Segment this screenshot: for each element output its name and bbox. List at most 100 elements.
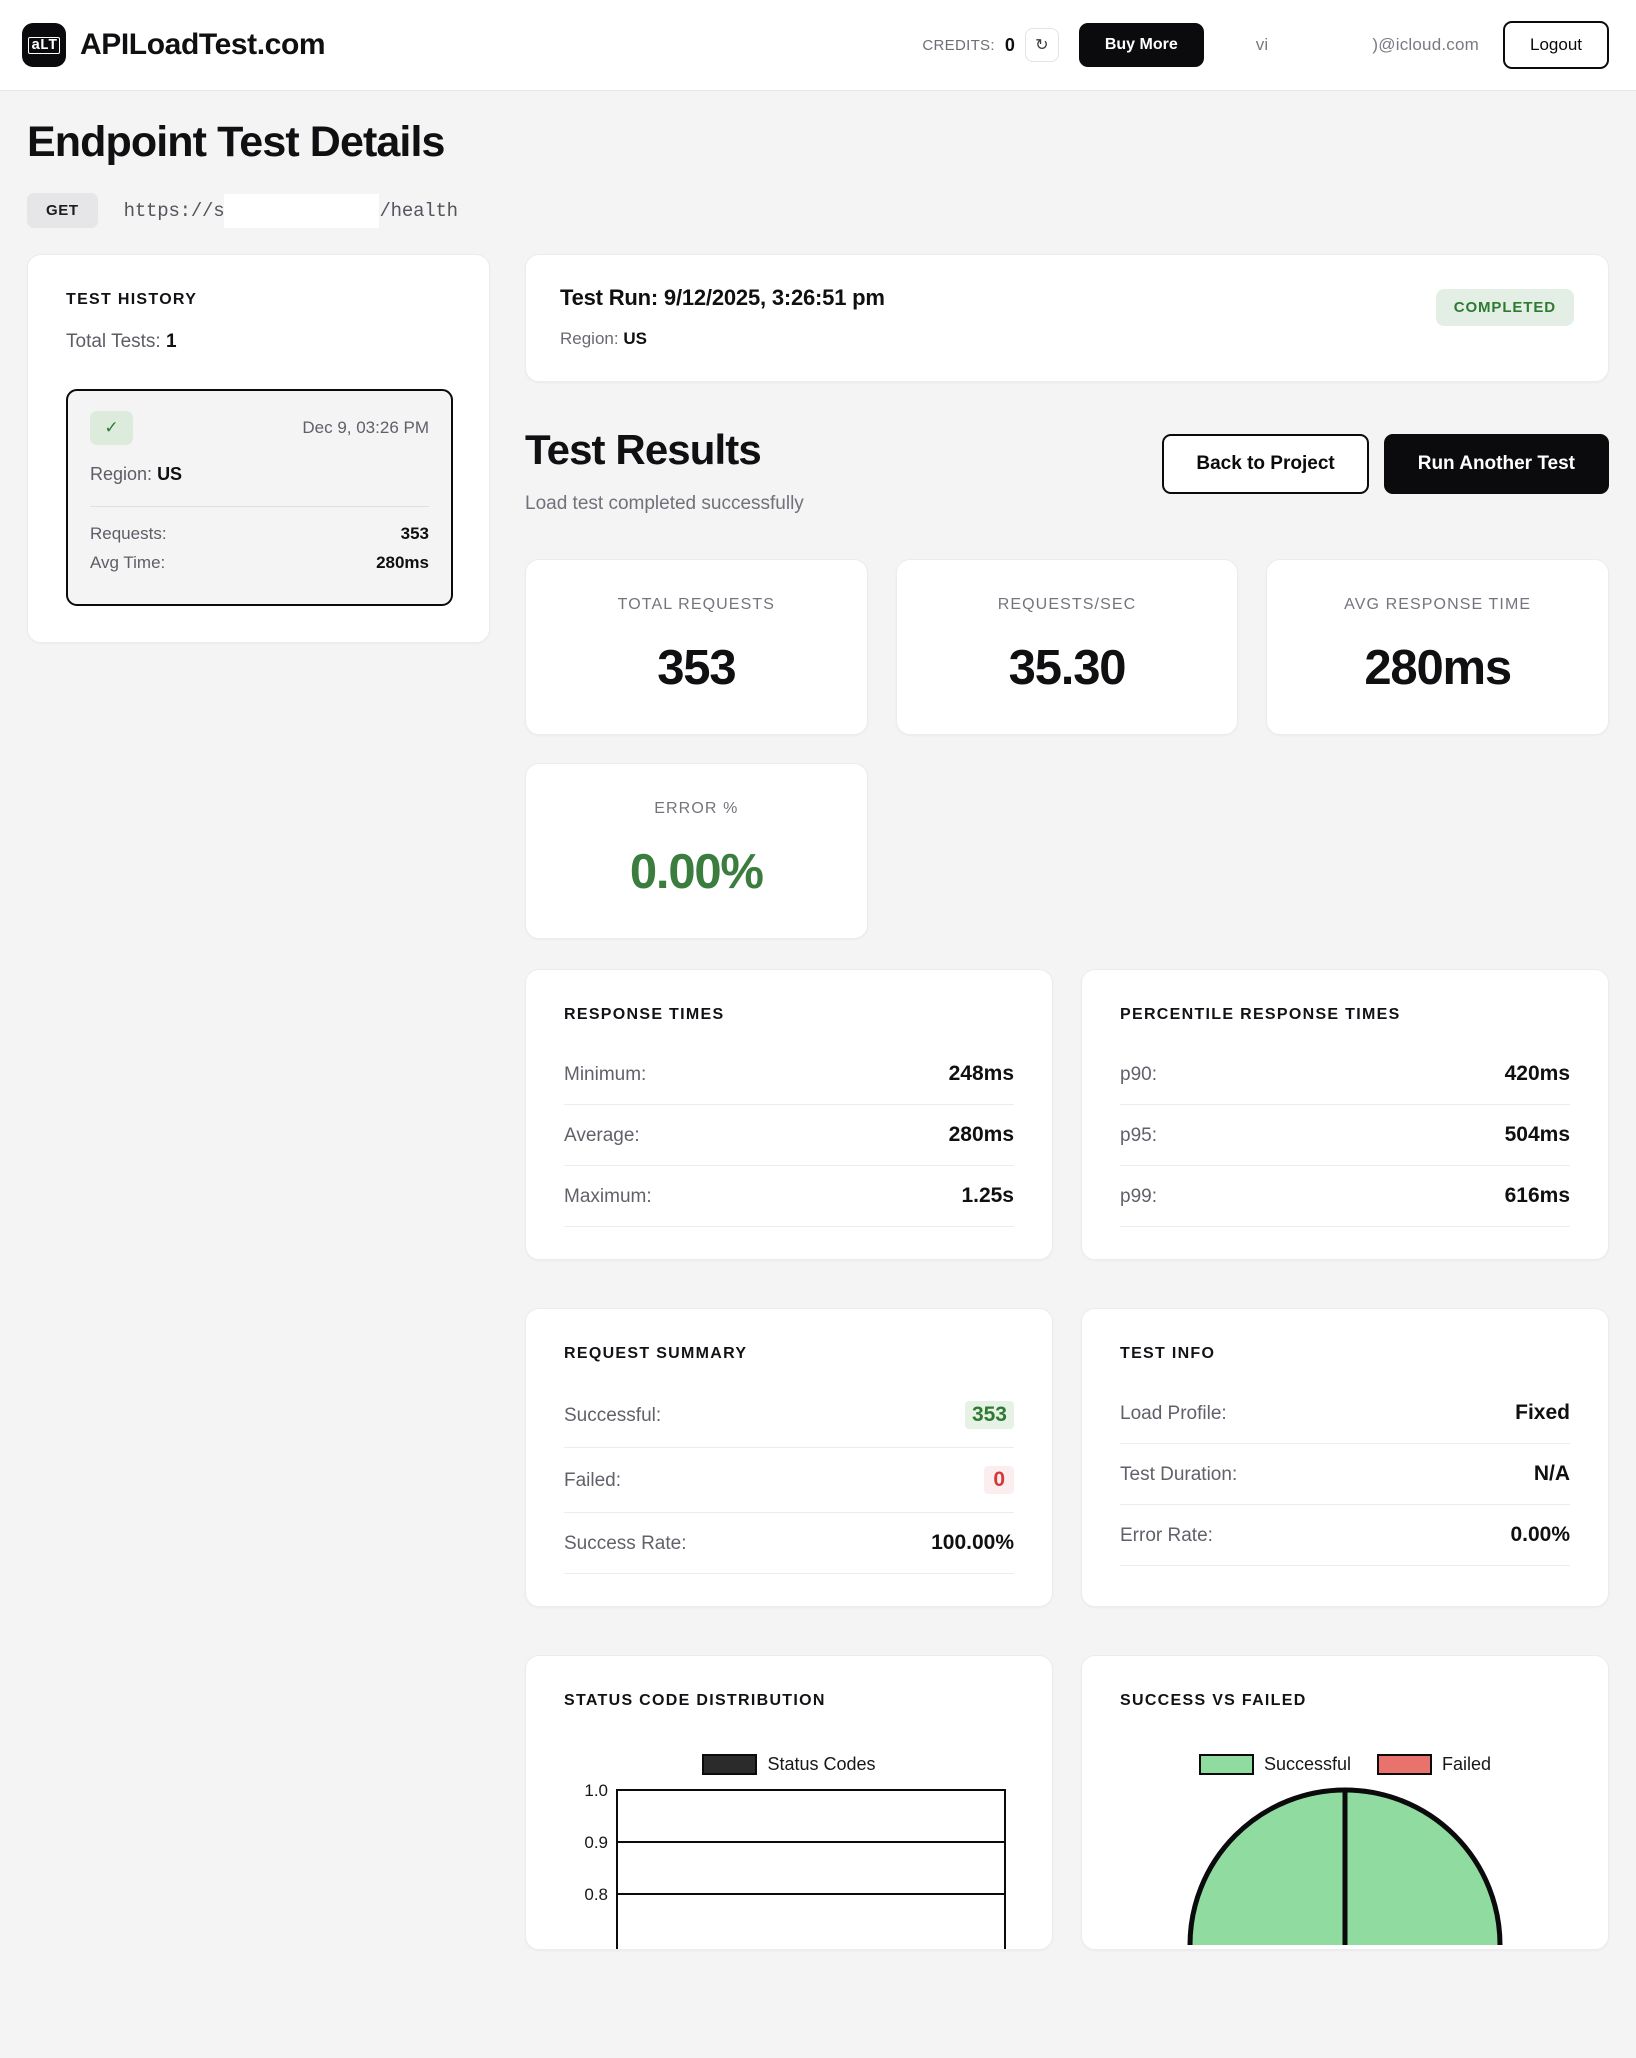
pie-chart-svg bbox=[1187, 1787, 1503, 1946]
kv-key: Load Profile: bbox=[1120, 1403, 1227, 1425]
response-time-cards: RESPONSE TIMES Minimum: 248ms Average: 2… bbox=[525, 969, 1609, 1261]
kv-key: p90: bbox=[1120, 1064, 1157, 1086]
kv-key: Successful: bbox=[564, 1405, 662, 1427]
kv-value: 420ms bbox=[1504, 1062, 1570, 1086]
plot-grid bbox=[616, 1789, 1006, 1950]
success-failed-chart-legend: Successful Failed bbox=[1120, 1754, 1570, 1776]
response-times-card: RESPONSE TIMES Minimum: 248ms Average: 2… bbox=[525, 969, 1053, 1261]
history-avgtime-label: Avg Time: bbox=[90, 553, 166, 573]
brand[interactable]: aLT APILoadTest.com bbox=[22, 23, 326, 67]
kv-value: 1.25s bbox=[961, 1184, 1014, 1208]
history-item-date: Dec 9, 03:26 PM bbox=[302, 418, 429, 438]
kv-row: p90: 420ms bbox=[1120, 1062, 1570, 1106]
user-email-suffix: )@icloud.com bbox=[1372, 35, 1479, 54]
metric-value: 353 bbox=[657, 641, 736, 696]
history-item-region-value: US bbox=[157, 464, 183, 485]
kv-row: Average: 280ms bbox=[564, 1123, 1014, 1167]
metric-label: ERROR % bbox=[654, 800, 739, 818]
kv-row: Success Rate: 100.00% bbox=[564, 1531, 1014, 1575]
metric-cards-row: TOTAL REQUESTS 353 REQUESTS/SEC 35.30 AV… bbox=[525, 559, 1609, 736]
endpoint-url-redaction bbox=[224, 193, 380, 228]
history-avgtime-value: 280ms bbox=[376, 553, 429, 573]
main-content: TEST HISTORY Total Tests: 1 ✓ Dec 9, 03:… bbox=[0, 228, 1636, 1951]
credits-label: CREDITS: bbox=[922, 36, 995, 54]
kv-key: Success Rate: bbox=[564, 1533, 687, 1555]
legend-label: Successful bbox=[1263, 1754, 1351, 1775]
run-another-test-button[interactable]: Run Another Test bbox=[1383, 434, 1609, 495]
kv-value: 0 bbox=[984, 1466, 1014, 1495]
request-summary-title: REQUEST SUMMARY bbox=[564, 1345, 748, 1363]
page-header: Endpoint Test Details GET https://s/heal… bbox=[0, 91, 1636, 229]
kv-key: Failed: bbox=[564, 1470, 622, 1492]
back-to-project-button[interactable]: Back to Project bbox=[1162, 434, 1369, 495]
metric-card-avg-response-time: AVG RESPONSE TIME 280ms bbox=[1266, 559, 1609, 736]
test-history-card: TEST HISTORY Total Tests: 1 ✓ Dec 9, 03:… bbox=[27, 254, 490, 644]
gridline bbox=[618, 1893, 1004, 1896]
legend-swatch-icon bbox=[1377, 1754, 1432, 1776]
metric-card-total-requests: TOTAL REQUESTS 353 bbox=[525, 559, 868, 736]
test-results-header: Test Results Load test completed success… bbox=[525, 428, 1609, 515]
status-code-chart-legend: Status Codes bbox=[564, 1754, 1014, 1776]
kv-value: 280ms bbox=[948, 1123, 1014, 1147]
user-email: vi )@icloud.com bbox=[1256, 34, 1479, 56]
logout-button[interactable]: Logout bbox=[1503, 21, 1609, 69]
history-item-top: ✓ Dec 9, 03:26 PM bbox=[90, 411, 429, 446]
metric-label: TOTAL REQUESTS bbox=[617, 596, 775, 614]
legend-item: Successful bbox=[1198, 1754, 1351, 1776]
right-column: Test Run: 9/12/2025, 3:26:51 pm Region: … bbox=[525, 254, 1609, 1951]
percentiles-title: PERCENTILE RESPONSE TIMES bbox=[1120, 1006, 1401, 1024]
endpoint-url-suffix: /health bbox=[379, 199, 458, 222]
test-history-item[interactable]: ✓ Dec 9, 03:26 PM Region: US Requests: 3… bbox=[66, 389, 453, 607]
test-run-region-value: US bbox=[623, 329, 647, 349]
credits-group: CREDITS: 0 ↻ bbox=[922, 28, 1059, 62]
success-vs-failed-card: SUCCESS VS FAILED Successful Failed bbox=[1081, 1655, 1609, 1951]
history-requests-value: 353 bbox=[400, 524, 429, 544]
legend-item: Failed bbox=[1377, 1754, 1491, 1776]
kv-value: 0.00% bbox=[1510, 1523, 1570, 1547]
history-requests-label: Requests: bbox=[90, 524, 167, 544]
test-results-title: Test Results bbox=[525, 426, 762, 474]
kv-row: Successful: 353 bbox=[564, 1401, 1014, 1449]
metric-card-requests-per-sec: REQUESTS/SEC 35.30 bbox=[895, 559, 1239, 736]
total-tests-value: 1 bbox=[165, 331, 177, 353]
test-info-title: TEST INFO bbox=[1120, 1345, 1216, 1363]
buy-more-button[interactable]: Buy More bbox=[1078, 23, 1204, 67]
kv-value: 504ms bbox=[1504, 1123, 1570, 1147]
kv-key: Minimum: bbox=[564, 1064, 647, 1086]
history-item-stat-row: Requests: 353 bbox=[90, 524, 429, 544]
credits-value: 0 bbox=[1004, 34, 1015, 55]
percentiles-list: p90: 420ms p95: 504ms p99: 616ms bbox=[1120, 1062, 1570, 1228]
legend-swatch-icon bbox=[1198, 1754, 1254, 1776]
history-item-region-label: Region: bbox=[90, 464, 153, 485]
kv-row: p99: 616ms bbox=[1120, 1184, 1570, 1228]
kv-row: Minimum: 248ms bbox=[564, 1062, 1014, 1106]
test-results-heading-group: Test Results Load test completed success… bbox=[525, 428, 804, 515]
success-failed-chart-title: SUCCESS VS FAILED bbox=[1120, 1692, 1307, 1710]
kv-row: Test Duration: N/A bbox=[1120, 1462, 1570, 1506]
kv-value: N/A bbox=[1533, 1462, 1570, 1486]
request-summary-list: Successful: 353 Failed: 0 Success Rate: … bbox=[564, 1401, 1014, 1575]
y-tick-label: 0.8 bbox=[584, 1885, 608, 1905]
kv-row: p95: 504ms bbox=[1120, 1123, 1570, 1167]
kv-row: Error Rate: 0.00% bbox=[1120, 1523, 1570, 1567]
success-failed-pie bbox=[1120, 1785, 1570, 1946]
header-right-cluster: CREDITS: 0 ↻ Buy More vi )@icloud.com Lo… bbox=[922, 21, 1609, 69]
test-run-region-label: Region: bbox=[560, 329, 619, 349]
kv-key: Error Rate: bbox=[1120, 1525, 1213, 1547]
test-run-banner: Test Run: 9/12/2025, 3:26:51 pm Region: … bbox=[525, 254, 1609, 383]
summary-cards: REQUEST SUMMARY Successful: 353 Failed: … bbox=[525, 1308, 1609, 1608]
endpoint-url: https://s/health bbox=[123, 193, 458, 228]
kv-value: 248ms bbox=[948, 1062, 1014, 1086]
refresh-credits-icon[interactable]: ↻ bbox=[1024, 28, 1059, 62]
metric-value: 280ms bbox=[1364, 641, 1512, 696]
metric-value: 35.30 bbox=[1008, 641, 1127, 696]
metric-cards-row-2: ERROR % 0.00% bbox=[525, 763, 1609, 940]
test-history-title: TEST HISTORY bbox=[66, 291, 198, 309]
y-tick-label: 1.0 bbox=[584, 1781, 608, 1801]
status-code-chart-title: STATUS CODE DISTRIBUTION bbox=[564, 1692, 826, 1710]
test-info-list: Load Profile: Fixed Test Duration: N/A E… bbox=[1120, 1401, 1570, 1567]
app-header: aLT APILoadTest.com CREDITS: 0 ↻ Buy Mor… bbox=[0, 0, 1636, 91]
kv-value: Fixed bbox=[1515, 1401, 1570, 1425]
http-method-badge: GET bbox=[27, 193, 98, 229]
endpoint-url-prefix: https://s bbox=[123, 199, 225, 222]
